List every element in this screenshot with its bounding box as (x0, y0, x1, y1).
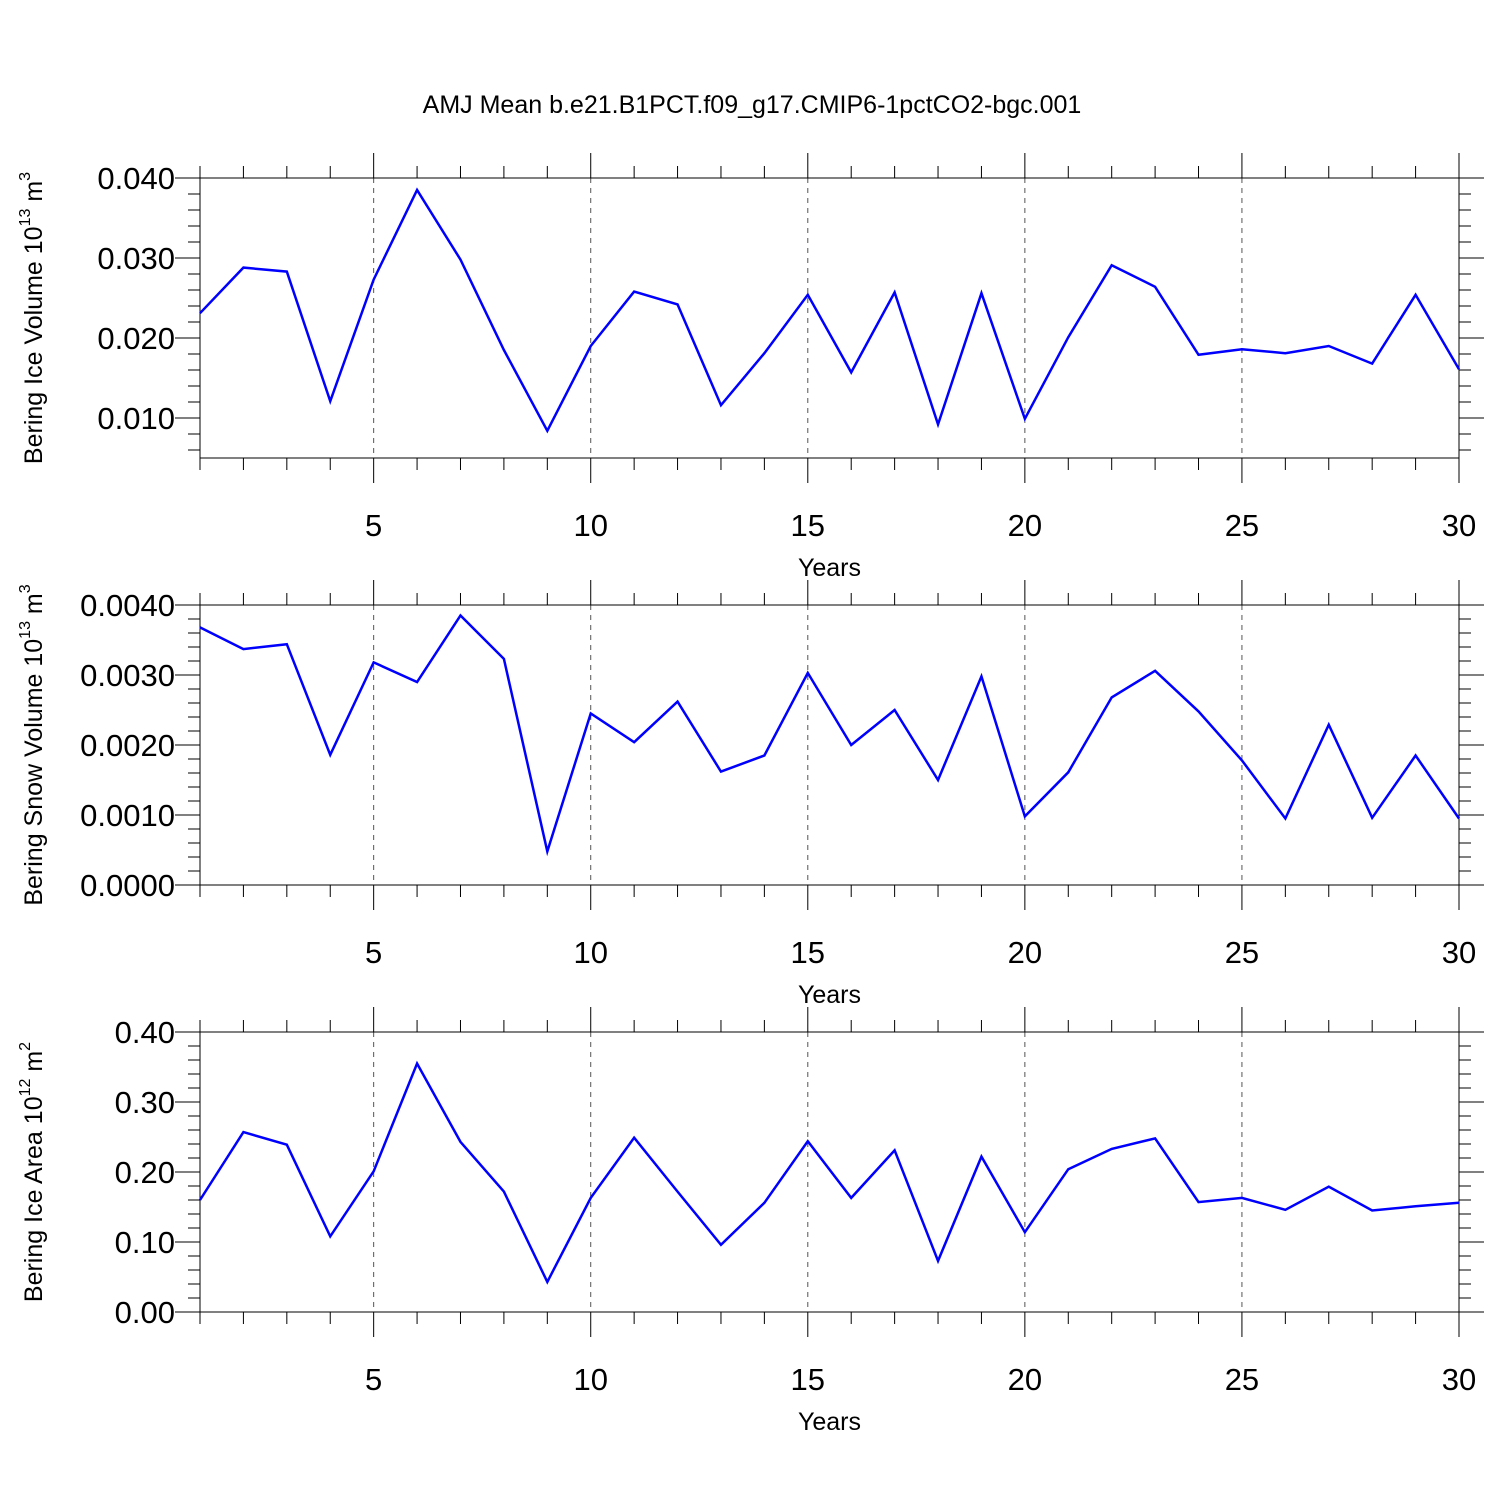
x-tick-label: 30 (1442, 1362, 1476, 1397)
y-tick-label: 0.00 (115, 1295, 175, 1330)
y-tick-label: 0.020 (97, 321, 175, 356)
y-tick-label: 0.10 (115, 1225, 175, 1260)
x-tick-label: 25 (1225, 1362, 1259, 1397)
series-line (199, 187, 1461, 434)
y-axis-label-exponent: 13 (17, 621, 34, 639)
y-tick-label: 0.030 (97, 241, 175, 276)
x-tick-label: 15 (791, 935, 825, 970)
y-axis-label-unit: m (20, 181, 48, 209)
y-axis-label-text: Bering Ice Volume 10 (20, 226, 48, 464)
panel-3: 0.00 0.10 0.20 0.30 0.40 5 10 15 20 25 30 Years Beri… (17, 1007, 1484, 1436)
x-tick-label: 30 (1442, 935, 1476, 970)
x-tick-label: 20 (1008, 935, 1042, 970)
y-axis-label-exponent: 13 (17, 209, 34, 227)
panel-2: 0.0000 0.0010 0.0020 0.0030 0.0040 5 10 15 20 25 3… (17, 580, 1484, 1009)
y-axis-label-exponent: 12 (17, 1078, 34, 1096)
x-tick-label: 15 (791, 1362, 825, 1397)
x-tick-label: 20 (1008, 508, 1042, 543)
y-axis-label: Bering Ice Volume 1013 m3 (17, 172, 48, 464)
x-axis-label: Years (798, 1408, 861, 1436)
y-axis-label: Bering Snow Volume 1013 m3 (17, 584, 48, 905)
y-axis-label-text: Bering Ice Area 10 (20, 1096, 48, 1302)
y-tick-label: 0.010 (97, 401, 175, 436)
y-axis-label: Bering Ice Area 1012 m2 (17, 1042, 48, 1302)
x-tick-label: 25 (1225, 935, 1259, 970)
plot-frame (199, 177, 1460, 459)
y-tick-label: 0.0040 (80, 588, 175, 623)
x-tick-label: 20 (1008, 1362, 1042, 1397)
y-tick-label: 0.040 (97, 161, 175, 196)
y-axis-label-unit: m (20, 593, 48, 621)
plot-frame (199, 604, 1460, 886)
y-tick-label: 0.30 (115, 1085, 175, 1120)
x-tick-label: 25 (1225, 508, 1259, 543)
y-tick-label: 0.0000 (80, 868, 175, 903)
chart-title: AMJ Mean b.e21.B1PCT.f09_g17.CMIP6-1pctC… (423, 91, 1082, 119)
y-tick-label: 0.0030 (80, 658, 175, 693)
y-tick-label: 0.40 (115, 1015, 175, 1050)
series-line (199, 613, 1461, 857)
y-axis-label-unit-exponent: 2 (17, 1042, 34, 1051)
y-axis-label-text: Bering Snow Volume 10 (20, 639, 48, 906)
series-line (198, 1060, 1460, 1285)
y-tick-label: 0.0020 (80, 728, 175, 763)
y-tick-label: 0.20 (115, 1155, 175, 1190)
x-tick-label: 10 (573, 1362, 607, 1397)
x-tick-label: 5 (365, 508, 382, 543)
y-axis-label-unit-exponent: 3 (17, 584, 34, 593)
plot-frame (199, 1031, 1460, 1313)
x-tick-label: 5 (365, 935, 382, 970)
x-axis-label: Years (798, 554, 861, 582)
y-axis-label-unit-exponent: 3 (17, 172, 34, 181)
x-tick-label: 30 (1442, 508, 1476, 543)
panel-1: 0.010 0.020 0.030 0.040 5 10 15 20 25 30 Years Beri… (17, 153, 1484, 582)
x-tick-label: 10 (573, 508, 607, 543)
x-axis-label: Years (798, 981, 861, 1009)
x-tick-label: 15 (791, 508, 825, 543)
x-tick-label: 5 (365, 1362, 382, 1397)
x-tick-label: 10 (573, 935, 607, 970)
y-axis-label-unit: m (20, 1051, 48, 1079)
y-tick-label: 0.0010 (80, 798, 175, 833)
